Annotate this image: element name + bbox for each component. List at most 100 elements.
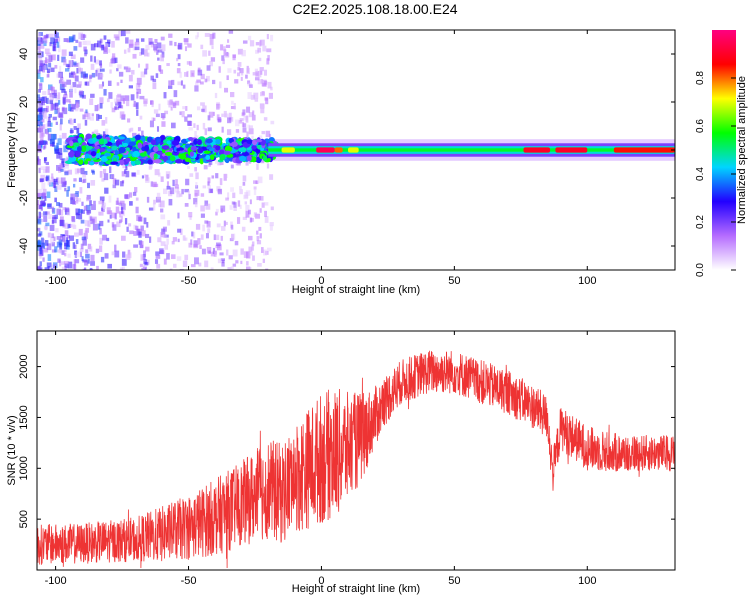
heatmap-cell: [47, 120, 51, 127]
heatmap-cell: [199, 158, 204, 165]
heatmap-cell: [134, 187, 138, 193]
heatmap-cell: [72, 200, 77, 205]
colorbar-tick-label: 0.2: [695, 215, 706, 229]
heatmap-cell: [136, 91, 139, 99]
heatmap-cell: [121, 113, 126, 117]
heatmap-cell: [251, 145, 257, 150]
heatmap-cell: [101, 178, 105, 182]
heatmap-cell: [42, 145, 46, 150]
heatmap-cell: [230, 141, 238, 147]
x-tick-label: -50: [181, 575, 197, 587]
heatmap-cell: [99, 227, 102, 235]
heatmap-cell: [46, 52, 51, 57]
heatmap-cell: [64, 171, 69, 176]
heatmap-cell: [54, 246, 58, 253]
heatmap-cell: [108, 49, 111, 53]
heatmap-cell: [51, 249, 57, 253]
heatmap-cell: [53, 236, 56, 242]
heatmap-cell: [197, 147, 204, 154]
heatmap-cell: [137, 142, 143, 149]
heatmap-cell: [116, 68, 119, 72]
heatmap-cell: [73, 193, 78, 200]
heatmap-cell: [152, 82, 157, 90]
heatmap-cell: [155, 113, 160, 118]
heatmap-cell: [67, 150, 71, 154]
heatmap-cell: [58, 147, 63, 155]
heatmap-cell: [77, 67, 82, 72]
heatmap-cell: [37, 157, 40, 165]
heatmap-cell: [200, 205, 205, 212]
heatmap-cell: [177, 42, 183, 50]
heatmap-cell: [184, 203, 189, 207]
heatmap-cell: [60, 80, 65, 85]
heatmap-cell: [200, 44, 204, 50]
heatmap-cell: [94, 145, 100, 150]
heatmap-cell: [114, 106, 120, 110]
heatmap-cell: [41, 182, 46, 190]
heatmap-cell: [146, 222, 149, 228]
heatmap-cell: [166, 63, 170, 67]
heatmap-cell: [233, 69, 237, 74]
heatmap-cell: [163, 258, 167, 265]
heatmap-cell: [177, 62, 181, 67]
heatmap-cell: [40, 77, 44, 83]
heatmap-cell: [143, 259, 148, 265]
heatmap-cell: [266, 163, 270, 169]
heatmap-cell: [147, 52, 150, 57]
heatmap-cell: [43, 215, 48, 222]
heatmap-cell: [158, 203, 162, 208]
heatmap-cell: [86, 210, 90, 216]
heatmap-cell: [179, 193, 183, 197]
x-tick-label: 50: [448, 275, 460, 287]
heatmap-cell: [240, 76, 243, 81]
heatmap-cell: [183, 38, 189, 43]
heatmap-cell: [136, 109, 139, 116]
heatmap-cell: [152, 117, 156, 121]
heatmap-cell: [144, 49, 148, 57]
heatmap-cell: [153, 199, 156, 205]
chart-title: C2E2.2025.108.18.00.E24: [292, 1, 458, 17]
heatmap-cell: [260, 79, 264, 84]
heatmap-cell: [233, 202, 237, 208]
heatmap-cell: [162, 226, 167, 232]
heatmap-cell: [224, 221, 228, 225]
heatmap-cell: [245, 161, 249, 166]
heatmap-cell: [189, 151, 195, 157]
heatmap-cell: [149, 41, 154, 45]
heatmap-cell: [39, 245, 43, 250]
heatmap-cell: [116, 221, 121, 228]
heatmap-cell: [171, 254, 176, 259]
heatmap-cell: [245, 204, 250, 211]
heatmap-cell: [90, 63, 95, 70]
heatmap-cell: [255, 49, 259, 54]
heatmap-cell: [184, 46, 188, 52]
heatmap-cell: [204, 260, 209, 268]
heatmap-cell: [208, 50, 211, 56]
heatmap-cell: [68, 156, 77, 162]
heatmap-cell: [51, 242, 55, 247]
heatmap-cell: [208, 161, 213, 166]
heatmap-cell: [184, 188, 190, 193]
heatmap-cell: [188, 193, 191, 200]
heatmap-cell: [139, 95, 145, 100]
heatmap-cell: [232, 249, 238, 257]
heatmap-cell: [53, 178, 58, 182]
heatmap-cell: [223, 220, 226, 227]
heatmap-cell: [184, 72, 188, 77]
heatmap-cell: [39, 247, 42, 255]
heatmap-cell: [41, 108, 45, 114]
heatmap-cell: [163, 188, 168, 195]
heatmap-cell: [61, 49, 67, 56]
heatmap-cell: [38, 65, 43, 72]
heatmap-cell: [162, 115, 165, 120]
heatmap-cell: [144, 68, 148, 75]
heatmap-cell: [145, 246, 150, 252]
heatmap-cell: [215, 234, 220, 241]
heatmap-cell: [184, 157, 191, 163]
heatmap-cell: [173, 90, 178, 98]
heatmap-cell: [44, 267, 49, 270]
heatmap-cell: [84, 220, 90, 227]
heatmap-cell: [204, 128, 208, 136]
heatmap-cell: [189, 61, 192, 66]
colorbar: 0.0 0.2 0.4 0.6 0.8 Normalized spectral ampli…: [695, 30, 748, 277]
